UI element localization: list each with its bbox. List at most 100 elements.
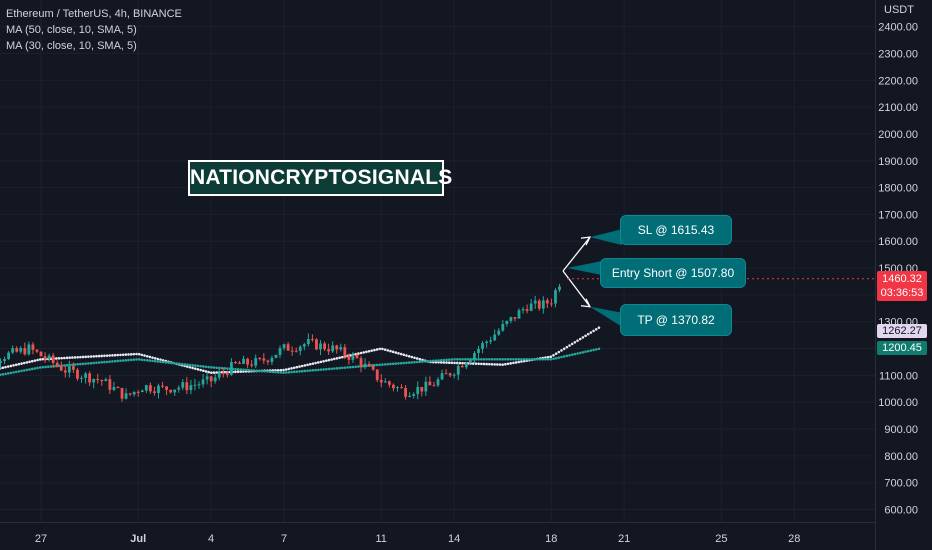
y-tick-label: 1700.00 (878, 209, 918, 221)
ma-dot (552, 357, 555, 361)
ma-dot (95, 354, 98, 358)
ma-dot (121, 353, 125, 357)
candle (7, 351, 11, 361)
ma-dot (87, 355, 90, 358)
ma-dot (514, 357, 518, 361)
candle-body (298, 346, 302, 351)
ma-dot (413, 360, 416, 364)
candle (23, 342, 27, 356)
candle (416, 381, 420, 400)
candle (173, 389, 177, 396)
ma-dot (30, 359, 34, 363)
ma-dot (188, 363, 192, 367)
ma-dot (362, 351, 366, 354)
ma-dot (576, 352, 579, 355)
ma-dot (554, 352, 558, 355)
candle (343, 343, 347, 360)
ma-dot (284, 371, 288, 374)
ma30-legend[interactable]: MA (30, close, 10, SMA, 5) (6, 40, 137, 52)
currency-label[interactable]: USDT (884, 4, 914, 16)
sl-callout[interactable]: SL @ 1615.43 (620, 215, 732, 245)
candle (72, 362, 75, 374)
ma-dot (421, 360, 424, 363)
ma-dot (437, 360, 440, 364)
ma-dot (41, 365, 45, 369)
ma-dot (282, 371, 285, 374)
ma-dot (333, 367, 336, 370)
ma-dot (335, 357, 339, 360)
candle (254, 354, 258, 369)
candle (408, 392, 412, 398)
ma-dot (477, 357, 480, 361)
x-tick-label: 14 (448, 533, 460, 545)
ma-dot (346, 366, 349, 369)
ma-dot (517, 357, 521, 361)
ma-dot (589, 349, 593, 352)
candle (298, 345, 302, 356)
ma-dot (471, 362, 475, 365)
x-tick-label: 25 (715, 533, 727, 545)
ma-dot (36, 358, 39, 362)
candle (319, 340, 322, 356)
ma-dot (76, 355, 79, 359)
ma-dot (255, 369, 259, 373)
ma-dot (111, 354, 114, 357)
ma-dot (0, 373, 2, 377)
ma-dot (509, 357, 513, 361)
candle-body (473, 352, 476, 360)
candle (250, 360, 254, 368)
candle (15, 346, 19, 353)
ma-dot (4, 365, 7, 369)
ma-dot (509, 362, 513, 365)
candle-body (197, 384, 201, 386)
ma-dot (215, 371, 218, 374)
ma-dot (300, 369, 304, 373)
ma-dot (36, 366, 39, 370)
ma-dot (282, 368, 285, 372)
ma-dot (73, 363, 77, 366)
candle (383, 378, 387, 383)
candle (335, 344, 339, 354)
candle-body (165, 386, 168, 390)
ma-dot (488, 357, 491, 361)
ma-dot (308, 369, 312, 372)
candle (140, 389, 144, 393)
candle-body (355, 354, 359, 359)
candle (242, 355, 245, 365)
ma-dot (202, 369, 205, 373)
candle-body (84, 373, 87, 378)
candle-body (335, 345, 339, 350)
ma-dot (116, 359, 120, 363)
ma-dot (378, 363, 382, 367)
ma-dot (533, 357, 537, 361)
y-tick-label: 2100.00 (878, 102, 918, 114)
ma-dot (546, 357, 550, 361)
ma-dot (65, 356, 69, 360)
symbol-title[interactable]: Ethereum / TetherUS, 4h, BINANCE (6, 8, 182, 20)
ma-dot (482, 357, 486, 361)
ma-dot (544, 357, 547, 361)
entry-callout[interactable]: Entry Short @ 1507.80 (600, 258, 746, 288)
ma-dot (386, 362, 390, 366)
brand-watermark: NATIONCRYPTOSIGNALS (188, 160, 452, 196)
ma-dot (30, 367, 34, 371)
candle-body (452, 374, 456, 376)
ma-dot (258, 369, 261, 373)
candle (412, 392, 416, 399)
y-tick-label: 1800.00 (878, 183, 918, 195)
ma-dot (338, 356, 341, 360)
ma-dot (343, 366, 347, 369)
x-tick-label: 18 (545, 533, 557, 545)
candle-body (23, 348, 27, 355)
ma-dot (111, 360, 114, 363)
tp-callout[interactable]: TP @ 1370.82 (620, 304, 732, 336)
ma50-legend[interactable]: MA (50, close, 10, SMA, 5) (6, 24, 137, 36)
ma-dot (504, 362, 507, 366)
ma-dot (41, 357, 45, 361)
ma-dot (586, 332, 590, 336)
candle (270, 355, 274, 365)
ma-dot (520, 357, 523, 361)
candle (505, 320, 509, 327)
